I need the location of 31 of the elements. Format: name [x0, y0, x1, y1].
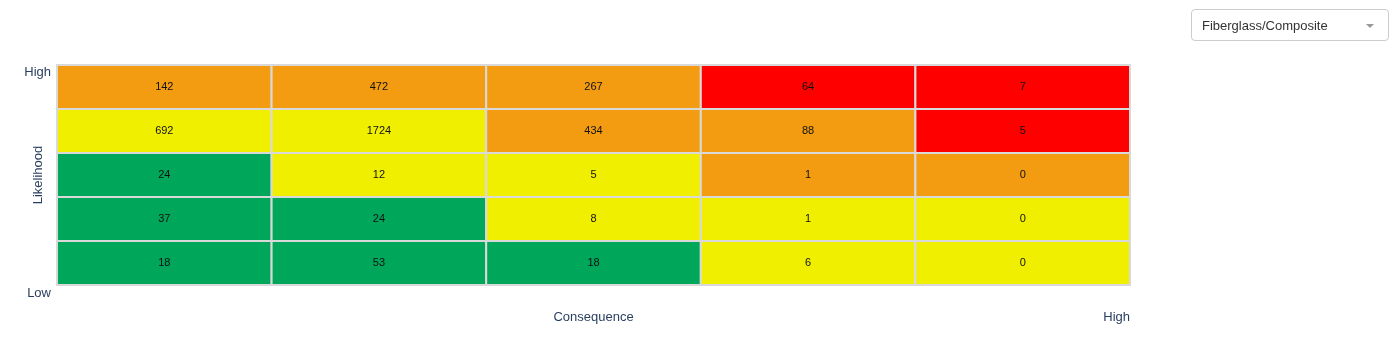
- data-label: 5: [1019, 124, 1026, 137]
- data-label: 5: [590, 168, 597, 181]
- data-label: 472: [369, 80, 389, 93]
- data-label: 1: [805, 212, 812, 225]
- data-label: 12: [372, 168, 386, 181]
- data-label: 64: [801, 80, 815, 93]
- data-label: 18: [158, 256, 171, 269]
- data-label: 24: [372, 212, 386, 225]
- data-label: 18: [587, 256, 600, 269]
- dropdown: Fiberglass/Composite: [1191, 9, 1389, 41]
- data-label: 434: [584, 124, 603, 137]
- data-label: 1: [805, 168, 812, 181]
- data-label: 267: [584, 80, 603, 93]
- text: High: [1103, 308, 1130, 324]
- data-label: 24: [158, 168, 171, 181]
- data-label: 142: [155, 80, 174, 93]
- data-label: 1724: [366, 124, 392, 137]
- text: High: [24, 63, 51, 79]
- data-label: 692: [155, 124, 174, 137]
- data-label: 0: [1019, 256, 1026, 269]
- y-axis-title: Likelihood: [29, 145, 45, 205]
- data-label: 53: [372, 256, 386, 269]
- data-label: 8: [590, 212, 597, 225]
- data-label: 0: [1019, 212, 1026, 225]
- data-label: 0: [1019, 168, 1026, 181]
- data-label: 6: [805, 256, 812, 269]
- data-label: 7: [1019, 80, 1026, 93]
- text: Low: [27, 284, 52, 300]
- x-axis-title: Consequence: [553, 308, 634, 324]
- data-label: 37: [158, 212, 171, 225]
- data-label: 88: [801, 124, 815, 137]
